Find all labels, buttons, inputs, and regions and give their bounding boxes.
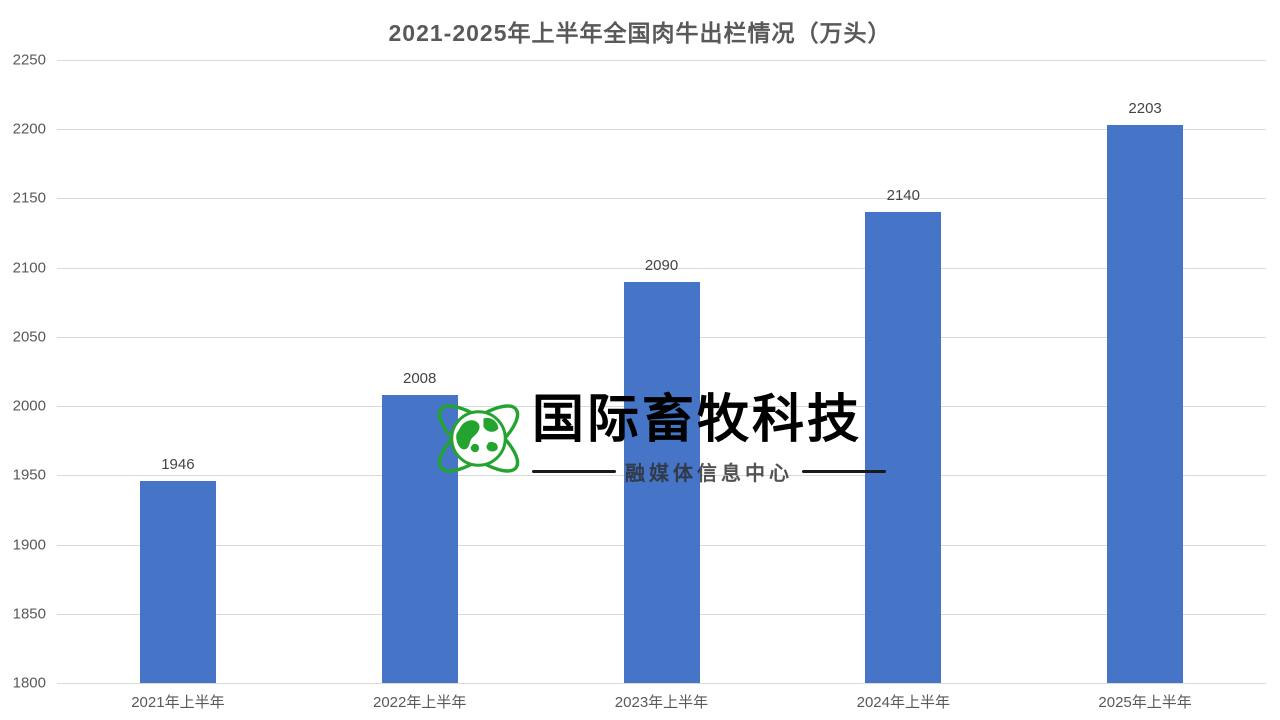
chart-title: 2021-2025年上半年全国肉牛出栏情况（万头） (388, 20, 892, 46)
x-axis-category-label: 2021年上半年 (131, 694, 225, 711)
y-axis-tick-label: 2000 (12, 397, 46, 415)
watermark-left-rule (532, 469, 616, 473)
bar-2023年上半年 (623, 281, 700, 683)
y-axis-tick-label: 2150 (12, 189, 46, 207)
y-axis-tick-label: 2200 (12, 120, 46, 138)
y-axis-tick-label: 1850 (12, 605, 46, 623)
gridline (57, 198, 1266, 200)
x-axis-category-label: 2023年上半年 (614, 694, 709, 711)
gridline (57, 60, 1266, 61)
watermark-subtitle: 融媒体信息中心 (625, 462, 793, 485)
y-axis-tick-label: 1900 (12, 536, 46, 554)
globe-orbit-icon (437, 404, 520, 473)
bar-value-label: 2140 (886, 187, 920, 205)
x-axis-category-label: 2024年上半年 (856, 694, 950, 711)
y-axis-tick-label: 2100 (12, 259, 46, 277)
watermark: 国际畜牧科技 融媒体信息中心 (429, 389, 886, 488)
y-axis-tick-label: 2050 (12, 328, 46, 346)
bar-value-label: 2090 (644, 256, 679, 274)
watermark-brand-text: 国际畜牧科技 (532, 390, 863, 449)
gridline (57, 129, 1266, 131)
bar-value-label: 2008 (403, 370, 437, 387)
y-axis-tick-label: 1950 (12, 466, 46, 484)
gridline (57, 267, 1266, 269)
gridline (57, 683, 1266, 684)
x-axis-category-label: 2025年上半年 (1098, 694, 1192, 711)
bar-2021年上半年 (139, 480, 216, 683)
watermark-right-rule (802, 469, 886, 473)
y-axis-tick-label: 1800 (12, 674, 46, 692)
bar-value-label: 2203 (1128, 100, 1162, 118)
watermark-subtitle-row: 融媒体信息中心 (532, 457, 886, 486)
bar-2024年上半年 (865, 212, 942, 683)
y-axis-tick-label: 2250 (12, 51, 46, 69)
x-axis-category-label: 2022年上半年 (372, 694, 467, 711)
bar-2022年上半年 (381, 395, 458, 683)
bar-value-label: 1946 (161, 455, 195, 473)
bar-2025年上半年 (1107, 125, 1184, 683)
